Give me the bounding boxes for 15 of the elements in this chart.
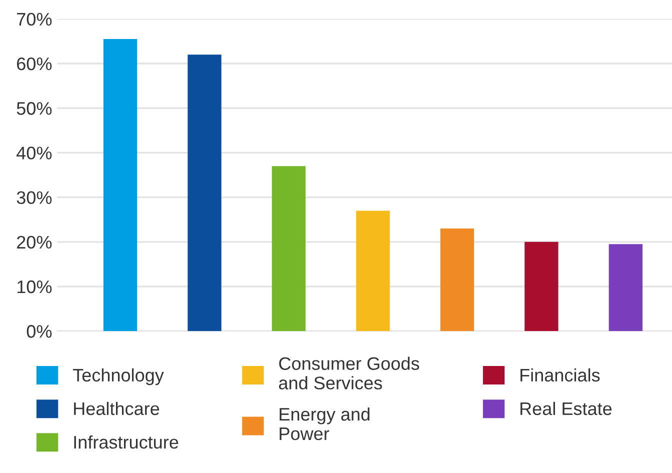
legend-label: Financials [520, 368, 600, 382]
y-tick-label: 20% [17, 236, 52, 249]
legend-label: Healthcare [74, 402, 160, 416]
legend-label: Real Estate [520, 402, 612, 416]
y-tick-label: 50% [16, 102, 52, 115]
legend-label: Energy and Power [280, 407, 370, 440]
y-tick-label: 60% [17, 57, 52, 70]
y-tick-label: 10% [18, 280, 52, 294]
legend-label: Technology [72, 368, 164, 386]
y-tick-label: 30% [16, 191, 52, 204]
y-tick-label: 0% [26, 325, 52, 338]
y-tick-label: 40% [16, 146, 52, 160]
legend-label: Consumer Goods and Services [279, 356, 420, 390]
legend-label: Infrastructure [74, 435, 178, 449]
y-tick-label: 70% [17, 12, 52, 26]
